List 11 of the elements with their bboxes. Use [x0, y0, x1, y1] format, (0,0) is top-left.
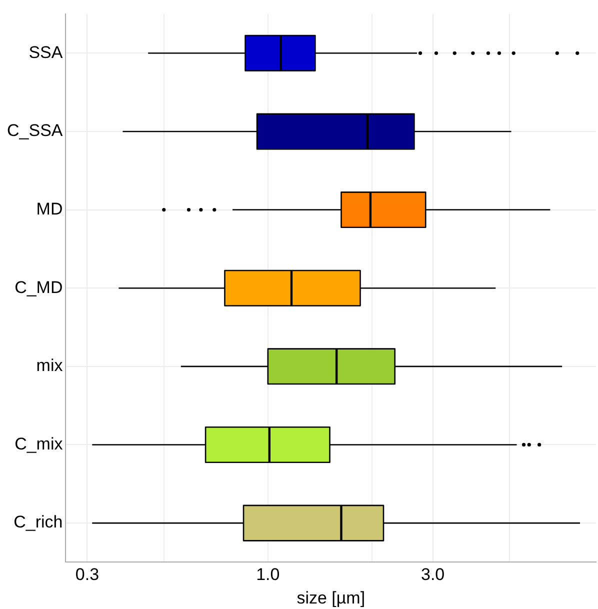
x-tick-label: 1.0: [256, 565, 280, 584]
y-tick-label: SSA: [28, 42, 64, 62]
y-tick-label: mix: [36, 356, 64, 376]
y-tick-label: C_mix: [14, 434, 64, 454]
y-tick-label: C_rich: [14, 512, 63, 532]
y-tick-label: C_SSA: [7, 121, 64, 140]
y-tick-label: MD: [36, 199, 63, 218]
x-tick-label: 3.0: [420, 565, 445, 584]
y-tick-label: C_MD: [14, 278, 63, 297]
x-axis-title: size [µm]: [296, 588, 366, 608]
x-tick-label: 0.3: [75, 565, 100, 584]
